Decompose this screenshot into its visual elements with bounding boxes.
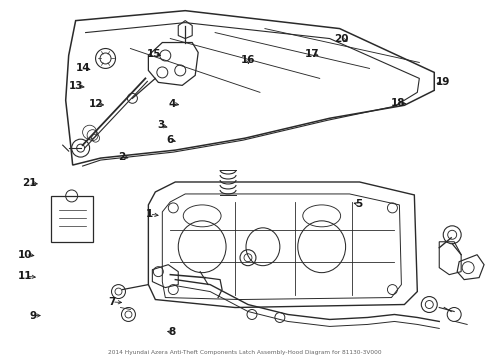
Text: 17: 17 bbox=[304, 49, 318, 59]
Text: 15: 15 bbox=[147, 49, 162, 59]
Text: 8: 8 bbox=[168, 327, 176, 337]
Text: 19: 19 bbox=[435, 77, 449, 87]
Text: 6: 6 bbox=[166, 135, 174, 145]
Text: 13: 13 bbox=[69, 81, 83, 91]
Text: 18: 18 bbox=[390, 98, 405, 108]
Text: 20: 20 bbox=[333, 35, 347, 44]
Text: 14: 14 bbox=[75, 63, 90, 73]
Text: 2: 2 bbox=[118, 152, 125, 162]
Text: 3: 3 bbox=[157, 121, 164, 130]
Text: 2014 Hyundai Azera Anti-Theft Components Latch Assembly-Hood Diagram for 81130-3: 2014 Hyundai Azera Anti-Theft Components… bbox=[107, 350, 381, 355]
Text: 7: 7 bbox=[108, 297, 116, 307]
Text: 9: 9 bbox=[29, 311, 36, 320]
Text: 11: 11 bbox=[18, 271, 33, 281]
Text: 4: 4 bbox=[168, 99, 176, 109]
Text: 21: 21 bbox=[22, 178, 37, 188]
Text: 16: 16 bbox=[241, 55, 255, 65]
Text: 10: 10 bbox=[18, 249, 33, 260]
Text: 1: 1 bbox=[145, 209, 153, 219]
Text: 5: 5 bbox=[355, 199, 362, 210]
Text: 12: 12 bbox=[88, 99, 103, 109]
